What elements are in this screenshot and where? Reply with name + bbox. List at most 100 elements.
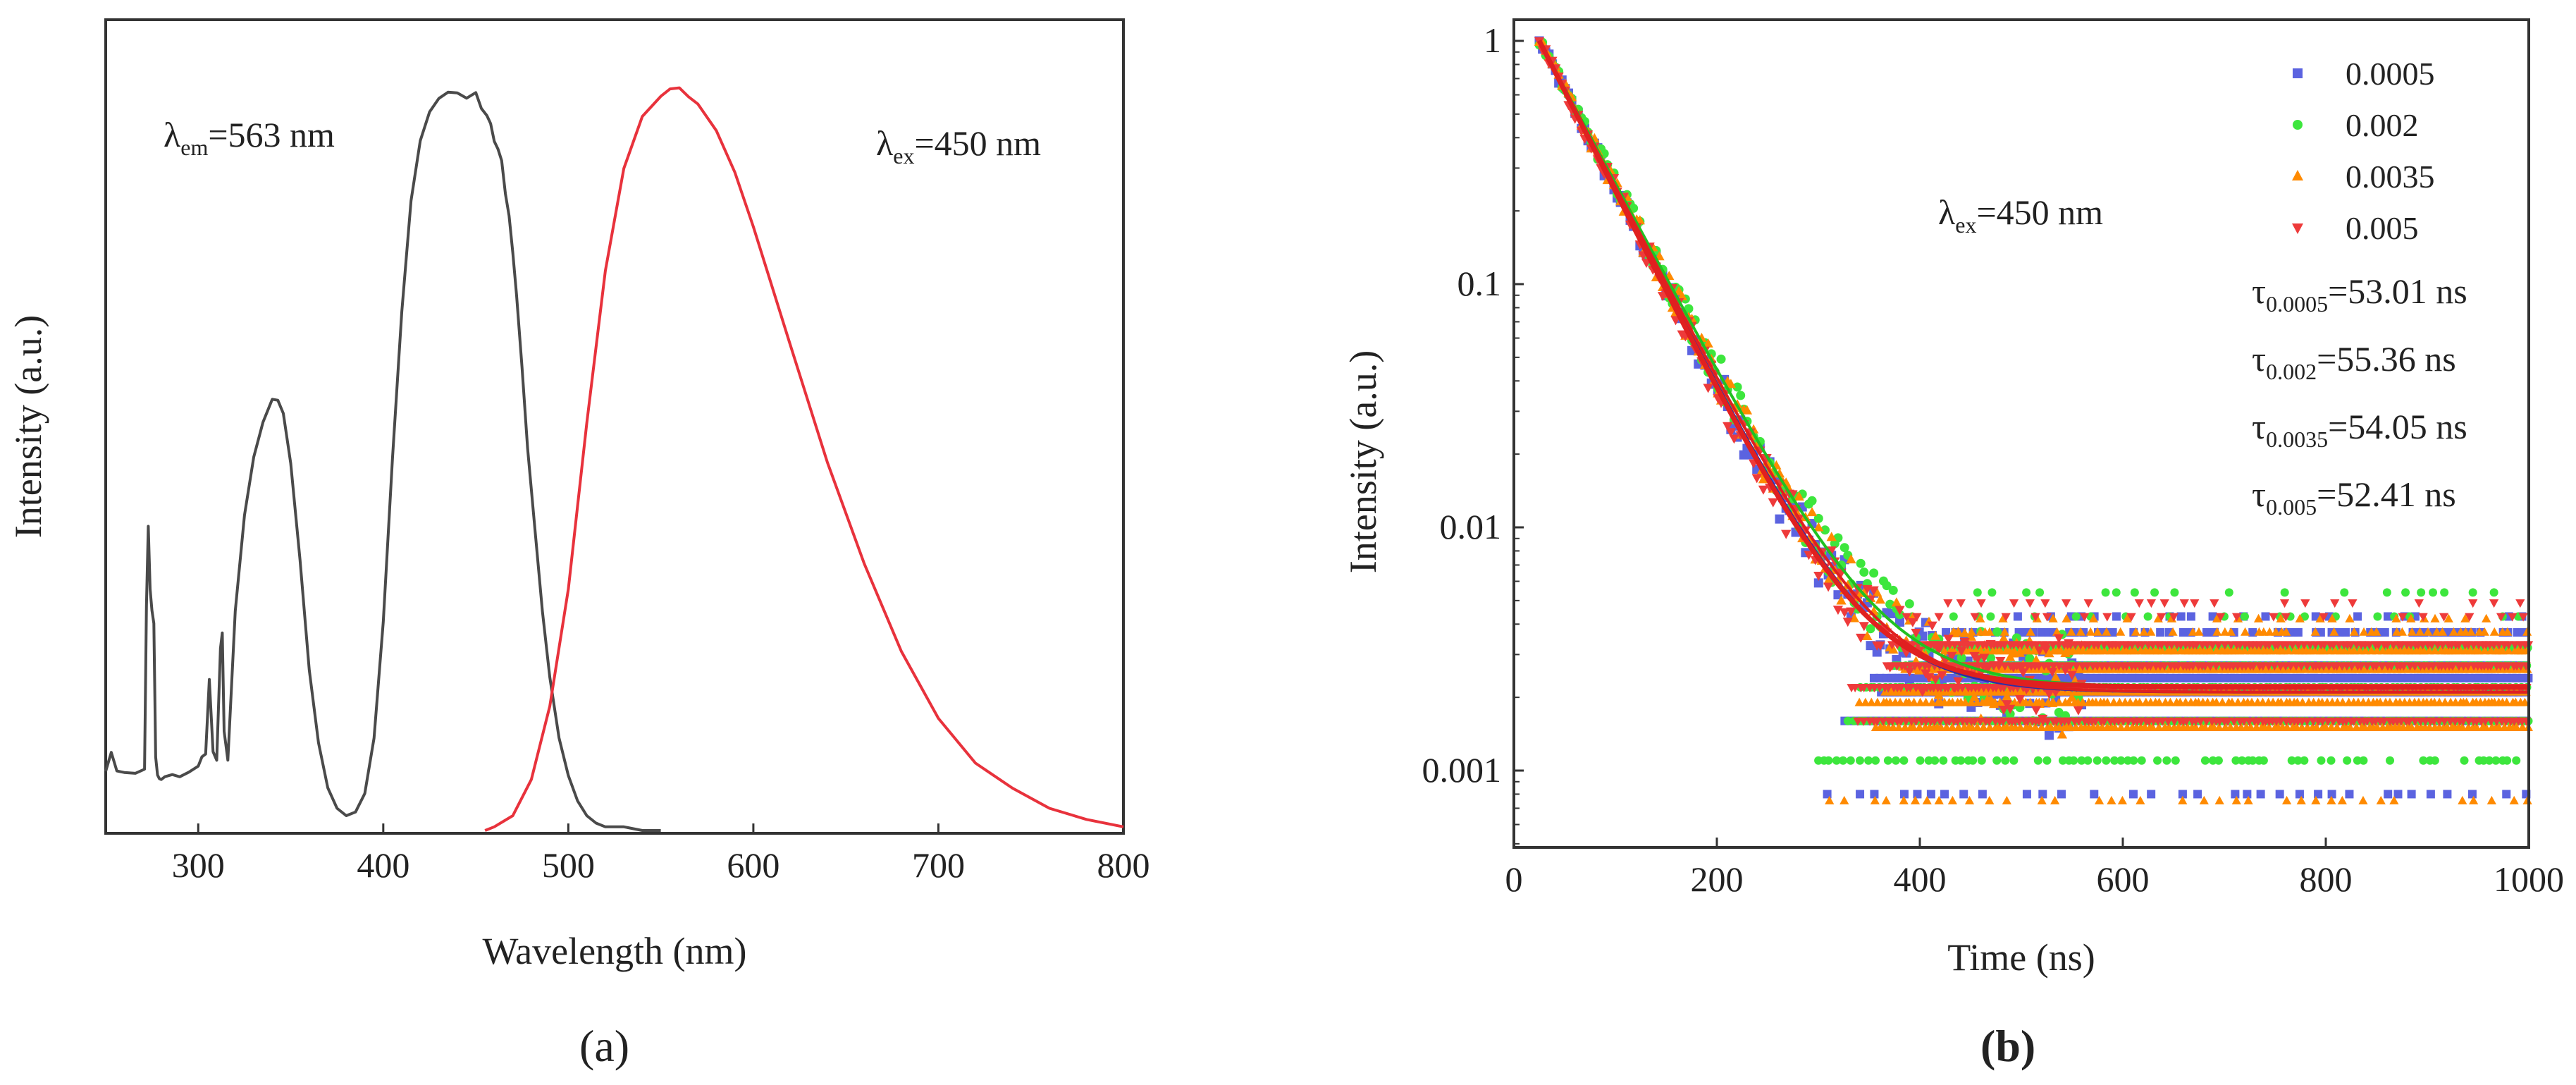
data-point-circle	[2327, 756, 2336, 765]
legend-marker-circle	[2293, 120, 2303, 130]
data-point-triangle-up	[2349, 627, 2359, 636]
data-point-triangle-up	[2509, 795, 2519, 804]
data-point-square	[2202, 627, 2211, 637]
data-point-triangle-down	[2398, 662, 2409, 671]
data-point-triangle-up	[2498, 646, 2508, 655]
data-point-triangle-up	[2391, 613, 2401, 623]
data-point-triangle-up	[2002, 795, 2011, 804]
data-point-triangle-up	[1998, 633, 2009, 643]
data-point-triangle-down	[2157, 613, 2167, 622]
data-point-triangle-up	[2107, 795, 2116, 804]
data-point-square	[2407, 790, 2416, 799]
data-point-triangle-up	[2085, 627, 2095, 636]
data-point-triangle-up	[1982, 646, 1992, 655]
data-point-triangle-down	[2042, 613, 2052, 622]
data-point-circle	[2300, 612, 2309, 621]
panel-a-annotation-ex: λex=450 nm	[876, 123, 1041, 168]
data-point-triangle-down	[1859, 622, 1869, 632]
data-point-triangle-up	[1990, 664, 2001, 673]
data-point-triangle-up	[1947, 723, 1957, 732]
data-point-circle	[1988, 588, 1997, 597]
data-point-triangle-up	[2153, 613, 2163, 623]
lifetime-annotation: τ0.0005=53.01 ns	[2252, 271, 2467, 317]
data-point-triangle-down	[2386, 662, 2396, 671]
data-point-triangle-down	[2448, 662, 2458, 671]
data-point-triangle-up	[1978, 697, 1988, 706]
data-point-triangle-up	[2100, 646, 2109, 655]
data-point-circle	[2489, 588, 2498, 597]
data-point-triangle-up	[2296, 795, 2306, 804]
data-point-triangle-up	[2094, 795, 2104, 804]
data-point-triangle-down	[2281, 613, 2291, 622]
data-point-triangle-up	[2057, 729, 2068, 739]
data-point-circle	[2001, 756, 2010, 765]
data-point-triangle-down	[2054, 662, 2064, 671]
data-point-triangle-up	[2462, 697, 2472, 706]
data-point-circle	[1820, 525, 1830, 535]
data-point-triangle-down	[1999, 684, 2009, 693]
data-point-triangle-down	[2328, 717, 2338, 726]
data-point-triangle-down	[2515, 599, 2525, 608]
data-point-triangle-up	[2423, 627, 2433, 636]
data-point-triangle-down	[2159, 662, 2169, 671]
data-point-triangle-up	[1794, 491, 1804, 501]
annotation-value: =450 nm	[1976, 192, 2103, 232]
data-point-triangle-down	[2190, 599, 2200, 608]
data-point-triangle-up	[2511, 723, 2522, 732]
panel-b-y-ticks: 0.001 0.01 0.1 1	[1422, 20, 1524, 845]
data-point-triangle-up	[2301, 664, 2311, 673]
data-point-circle	[1956, 653, 1966, 663]
data-point-triangle-up	[2281, 627, 2291, 636]
data-point-square	[1823, 790, 1832, 799]
data-point-triangle-up	[1984, 697, 1994, 706]
data-point-triangle-up	[2345, 723, 2355, 732]
data-point-triangle-up	[2310, 627, 2320, 636]
data-point-circle	[2491, 756, 2501, 765]
data-point-circle	[1832, 756, 1841, 765]
data-point-circle	[1732, 382, 1742, 392]
data-point-circle	[2102, 756, 2111, 765]
data-point-triangle-down	[1907, 618, 1918, 627]
data-point-triangle-up	[2329, 627, 2339, 636]
data-point-circle	[1824, 756, 1833, 765]
data-point-square	[2248, 627, 2257, 637]
legend-label: 0.0005	[2346, 56, 2435, 92]
data-point-circle	[2224, 588, 2233, 597]
data-point-triangle-down	[1927, 621, 1937, 631]
data-point-circle	[2005, 709, 2015, 719]
data-point-circle	[2353, 756, 2362, 765]
data-point-triangle-up	[2460, 613, 2470, 623]
data-point-triangle-down	[1930, 675, 1941, 685]
data-point-triangle-up	[1959, 627, 1970, 637]
data-point-triangle-down	[2134, 599, 2144, 608]
data-point-triangle-down	[2365, 641, 2374, 650]
data-point-triangle-down	[2018, 668, 2028, 678]
data-point-triangle-up	[2458, 795, 2467, 804]
data-point-triangle-down	[1911, 628, 1921, 638]
data-point-triangle-down	[2398, 613, 2408, 622]
data-point-circle	[1869, 568, 1879, 578]
data-point-triangle-down	[2300, 599, 2310, 608]
data-point-triangle-up	[2136, 795, 2145, 804]
data-point-triangle-up	[2025, 697, 2035, 706]
panel-b-x-axis-title: Time (ns)	[1947, 936, 2095, 979]
data-point-triangle-up	[2217, 697, 2227, 706]
data-point-square	[2037, 627, 2046, 637]
lifetime-subscript: 0.005	[2266, 494, 2317, 520]
lifetime-annotation: τ0.002=55.36 ns	[2252, 339, 2456, 384]
data-point-circle	[2042, 756, 2052, 765]
data-point-triangle-down	[2503, 662, 2513, 671]
data-point-triangle-down	[1723, 422, 1733, 431]
data-point-triangle-up	[1872, 587, 1882, 597]
data-point-triangle-up	[2253, 613, 2264, 623]
data-point-triangle-down	[1839, 608, 1850, 618]
data-point-triangle-up	[2489, 627, 2499, 636]
emission-spectrum-line	[484, 86, 1124, 832]
data-point-triangle-up	[1677, 290, 1687, 300]
panel-b-x-tick-label: 800	[2300, 859, 2353, 899]
data-point-square	[2193, 790, 2202, 799]
data-point-circle	[2022, 588, 2031, 597]
data-point-triangle-down	[2191, 641, 2202, 650]
data-point-triangle-down	[1875, 641, 1885, 651]
legend-label: 0.005	[2346, 210, 2419, 246]
